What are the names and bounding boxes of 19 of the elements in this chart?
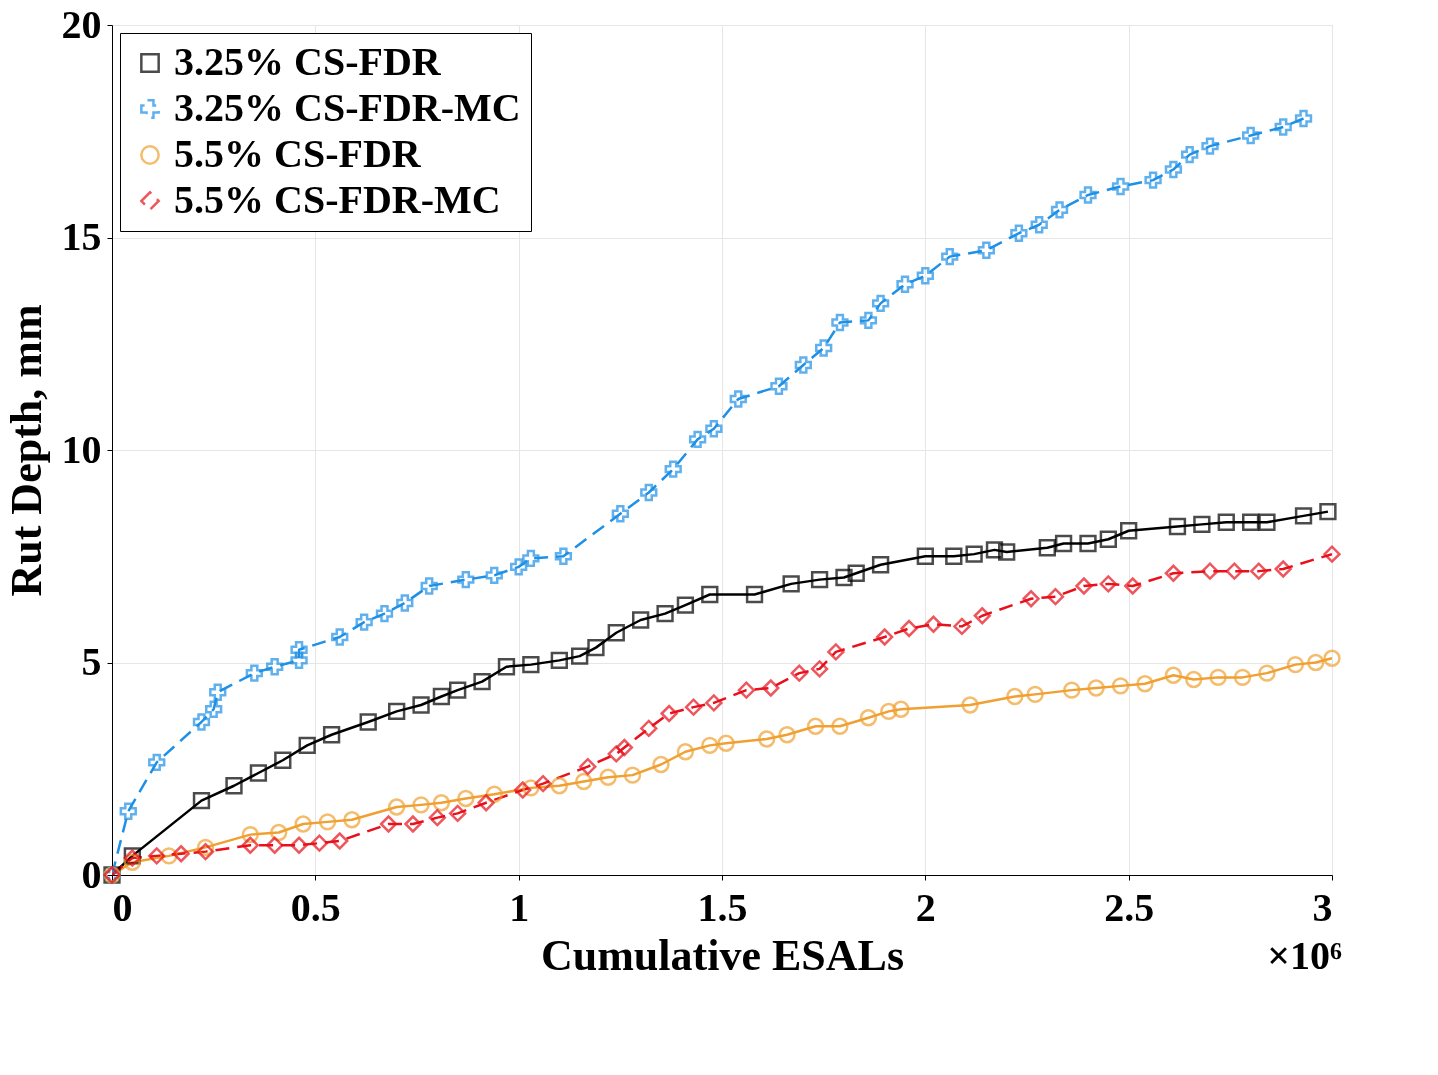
x-tick-label: 1 <box>509 884 530 930</box>
legend-label: 5.5% CS-FDR-MC <box>174 177 501 222</box>
legend-label: 3.25% CS-FDR <box>174 39 442 84</box>
legend-label: 5.5% CS-FDR <box>174 131 422 176</box>
y-tick-label: 15 <box>61 214 102 259</box>
y-tick-label: 5 <box>81 639 102 684</box>
x-tick-label: 2 <box>915 884 936 930</box>
x-tick-label: 3 <box>1312 884 1333 930</box>
legend-label: 3.25% CS-FDR-MC <box>174 85 521 130</box>
x-axis-title: Cumulative ESALs <box>540 930 905 980</box>
x-tick-label: 0 <box>112 884 133 930</box>
y-axis-title: Rut Depth, mm <box>1 304 51 597</box>
y-tick-label: 20 <box>61 1 102 47</box>
x-tick-label: 2.5 <box>1104 884 1155 930</box>
y-tick-label: 0 <box>81 851 102 897</box>
x-tick-label: 1.5 <box>697 884 748 930</box>
text: ×10⁶ <box>1267 933 1342 978</box>
y-tick-label: 10 <box>61 426 102 472</box>
x-tick-label: 0.5 <box>290 884 341 930</box>
